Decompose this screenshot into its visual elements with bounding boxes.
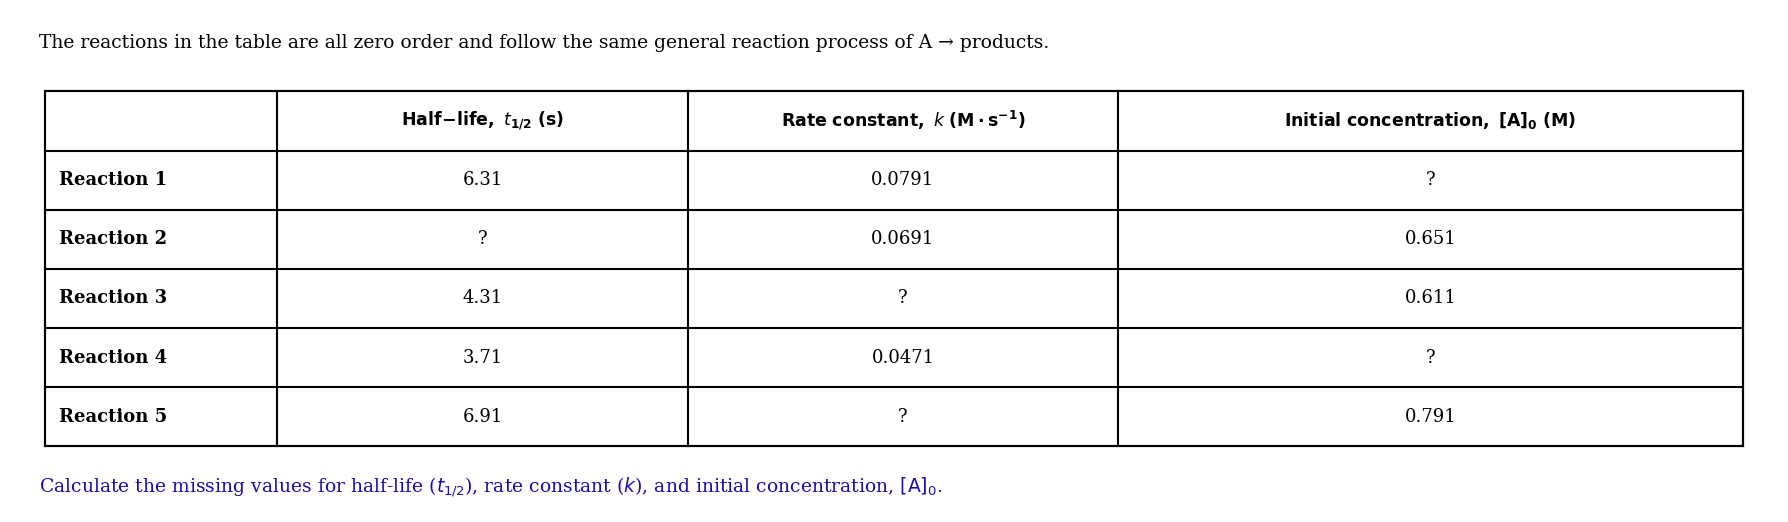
Text: $\bf{Half\!-\!life,}\ \mathit{t}_{1/2}\ \bf{(s)}$: $\bf{Half\!-\!life,}\ \mathit{t}_{1/2}\ … <box>401 110 565 132</box>
Text: Reaction 5: Reaction 5 <box>59 408 168 426</box>
Text: The reactions in the table are all zero order and follow the same general reacti: The reactions in the table are all zero … <box>39 34 1050 52</box>
Text: 3.71: 3.71 <box>463 349 502 366</box>
Text: ?: ? <box>898 408 908 426</box>
Text: Reaction 1: Reaction 1 <box>59 171 166 189</box>
Text: 6.31: 6.31 <box>463 171 502 189</box>
Text: Reaction 2: Reaction 2 <box>59 230 166 248</box>
Text: $\bf{Rate\ constant,}\ \mathit{k}\ \bf{(M \cdot s^{-1})}$: $\bf{Rate\ constant,}\ \mathit{k}\ \bf{(… <box>781 110 1025 133</box>
Text: 0.611: 0.611 <box>1404 289 1457 307</box>
Text: 0.0471: 0.0471 <box>871 349 935 366</box>
Text: 0.791: 0.791 <box>1405 408 1455 426</box>
Text: Reaction 3: Reaction 3 <box>59 289 166 307</box>
Text: 4.31: 4.31 <box>463 289 502 307</box>
Text: Calculate the missing values for half-life ($t_{1/2}$), rate constant ($k$), and: Calculate the missing values for half-li… <box>39 475 942 499</box>
Text: $\bf{Initial\ concentration,\ [A]_0\ (M)}$: $\bf{Initial\ concentration,\ [A]_0\ (M)… <box>1284 111 1577 132</box>
Text: Reaction 4: Reaction 4 <box>59 349 166 366</box>
Text: 0.0691: 0.0691 <box>871 230 935 248</box>
Text: ?: ? <box>477 230 488 248</box>
Text: 6.91: 6.91 <box>463 408 502 426</box>
Text: ?: ? <box>1425 349 1436 366</box>
Text: ?: ? <box>1425 171 1436 189</box>
Text: ?: ? <box>898 289 908 307</box>
Text: 0.651: 0.651 <box>1405 230 1455 248</box>
Text: 0.0791: 0.0791 <box>871 171 935 189</box>
